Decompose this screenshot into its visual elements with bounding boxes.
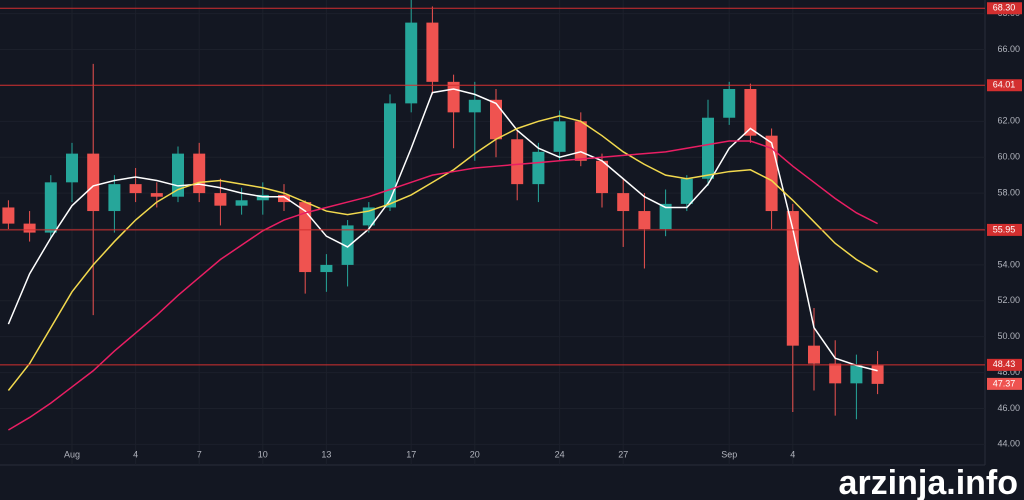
level-label-box — [987, 2, 1022, 15]
candle-body — [405, 22, 418, 104]
candle-body — [744, 89, 757, 136]
candle-body — [426, 22, 439, 82]
y-tick-label: 58.00 — [997, 187, 1020, 197]
candle-body — [850, 365, 863, 384]
y-tick-label: 44.00 — [997, 439, 1020, 449]
candle-body — [44, 182, 57, 233]
candle-body — [617, 193, 630, 212]
candle-body — [468, 99, 481, 113]
candle-body — [256, 194, 269, 201]
candle-body — [129, 184, 142, 194]
x-tick-label: 17 — [406, 449, 416, 459]
candle-body — [680, 178, 693, 204]
candle-body — [2, 207, 15, 224]
candle-body — [23, 223, 36, 233]
level-label: 55.95 — [993, 224, 1016, 234]
candle-body — [66, 153, 78, 183]
candle-body — [659, 203, 672, 230]
level-label-box — [987, 358, 1022, 371]
level-label: 68.30 — [993, 3, 1016, 13]
candle-body — [341, 225, 354, 265]
level-label-box — [987, 223, 1022, 236]
candle-body — [214, 193, 227, 206]
level-label: 64.01 — [993, 80, 1016, 90]
candle-body — [702, 117, 714, 179]
candle-body — [829, 363, 842, 384]
candle-body — [574, 121, 587, 161]
level-label-box — [987, 79, 1022, 92]
y-tick-label: 62.00 — [997, 116, 1020, 126]
candle-body — [532, 151, 545, 185]
y-tick-label: 54.00 — [997, 259, 1020, 269]
candle-body — [108, 184, 121, 212]
x-tick-label: 24 — [555, 449, 565, 459]
candle-body — [723, 89, 736, 118]
candle-body — [235, 200, 248, 206]
candle-body — [150, 193, 163, 197]
last-price-box — [987, 377, 1022, 390]
x-tick-label: 13 — [321, 449, 331, 459]
candle-body — [596, 160, 608, 194]
x-tick-label: 4 — [790, 449, 795, 459]
x-tick-label: 10 — [258, 449, 268, 459]
candle-body — [193, 153, 206, 194]
candle-body — [871, 365, 884, 384]
y-tick-label: 48.00 — [997, 367, 1020, 377]
y-tick-label: 66.00 — [997, 44, 1020, 54]
x-tick-label: Sep — [721, 449, 737, 459]
last-price-label: 47.37 — [993, 378, 1016, 388]
candle-body — [87, 153, 100, 212]
candle-body — [808, 345, 820, 364]
moving-average-line — [7, 88, 878, 372]
candle-body — [320, 264, 333, 273]
moving-average-line — [8, 140, 878, 431]
x-tick-label: 27 — [618, 449, 628, 459]
x-tick-label: 20 — [470, 449, 480, 459]
y-tick-label: 60.00 — [997, 152, 1020, 162]
candle-body — [278, 194, 290, 203]
y-tick-label: 50.00 — [997, 331, 1020, 341]
x-tick-label: Aug — [64, 449, 80, 459]
candle-body — [490, 99, 502, 140]
candle-body — [638, 211, 651, 230]
candle-body — [553, 121, 566, 152]
y-tick-label: 46.00 — [997, 403, 1020, 413]
level-label: 48.43 — [993, 359, 1016, 369]
candle-body — [384, 103, 396, 208]
candle-body — [511, 139, 524, 185]
x-tick-label: 7 — [197, 449, 202, 459]
candle-body — [447, 81, 460, 113]
x-tick-label: 4 — [133, 449, 138, 459]
candle-body — [299, 202, 312, 273]
watermark: arzinja.info — [839, 464, 1018, 500]
y-tick-label: 52.00 — [997, 295, 1020, 305]
moving-average-line — [7, 115, 878, 391]
